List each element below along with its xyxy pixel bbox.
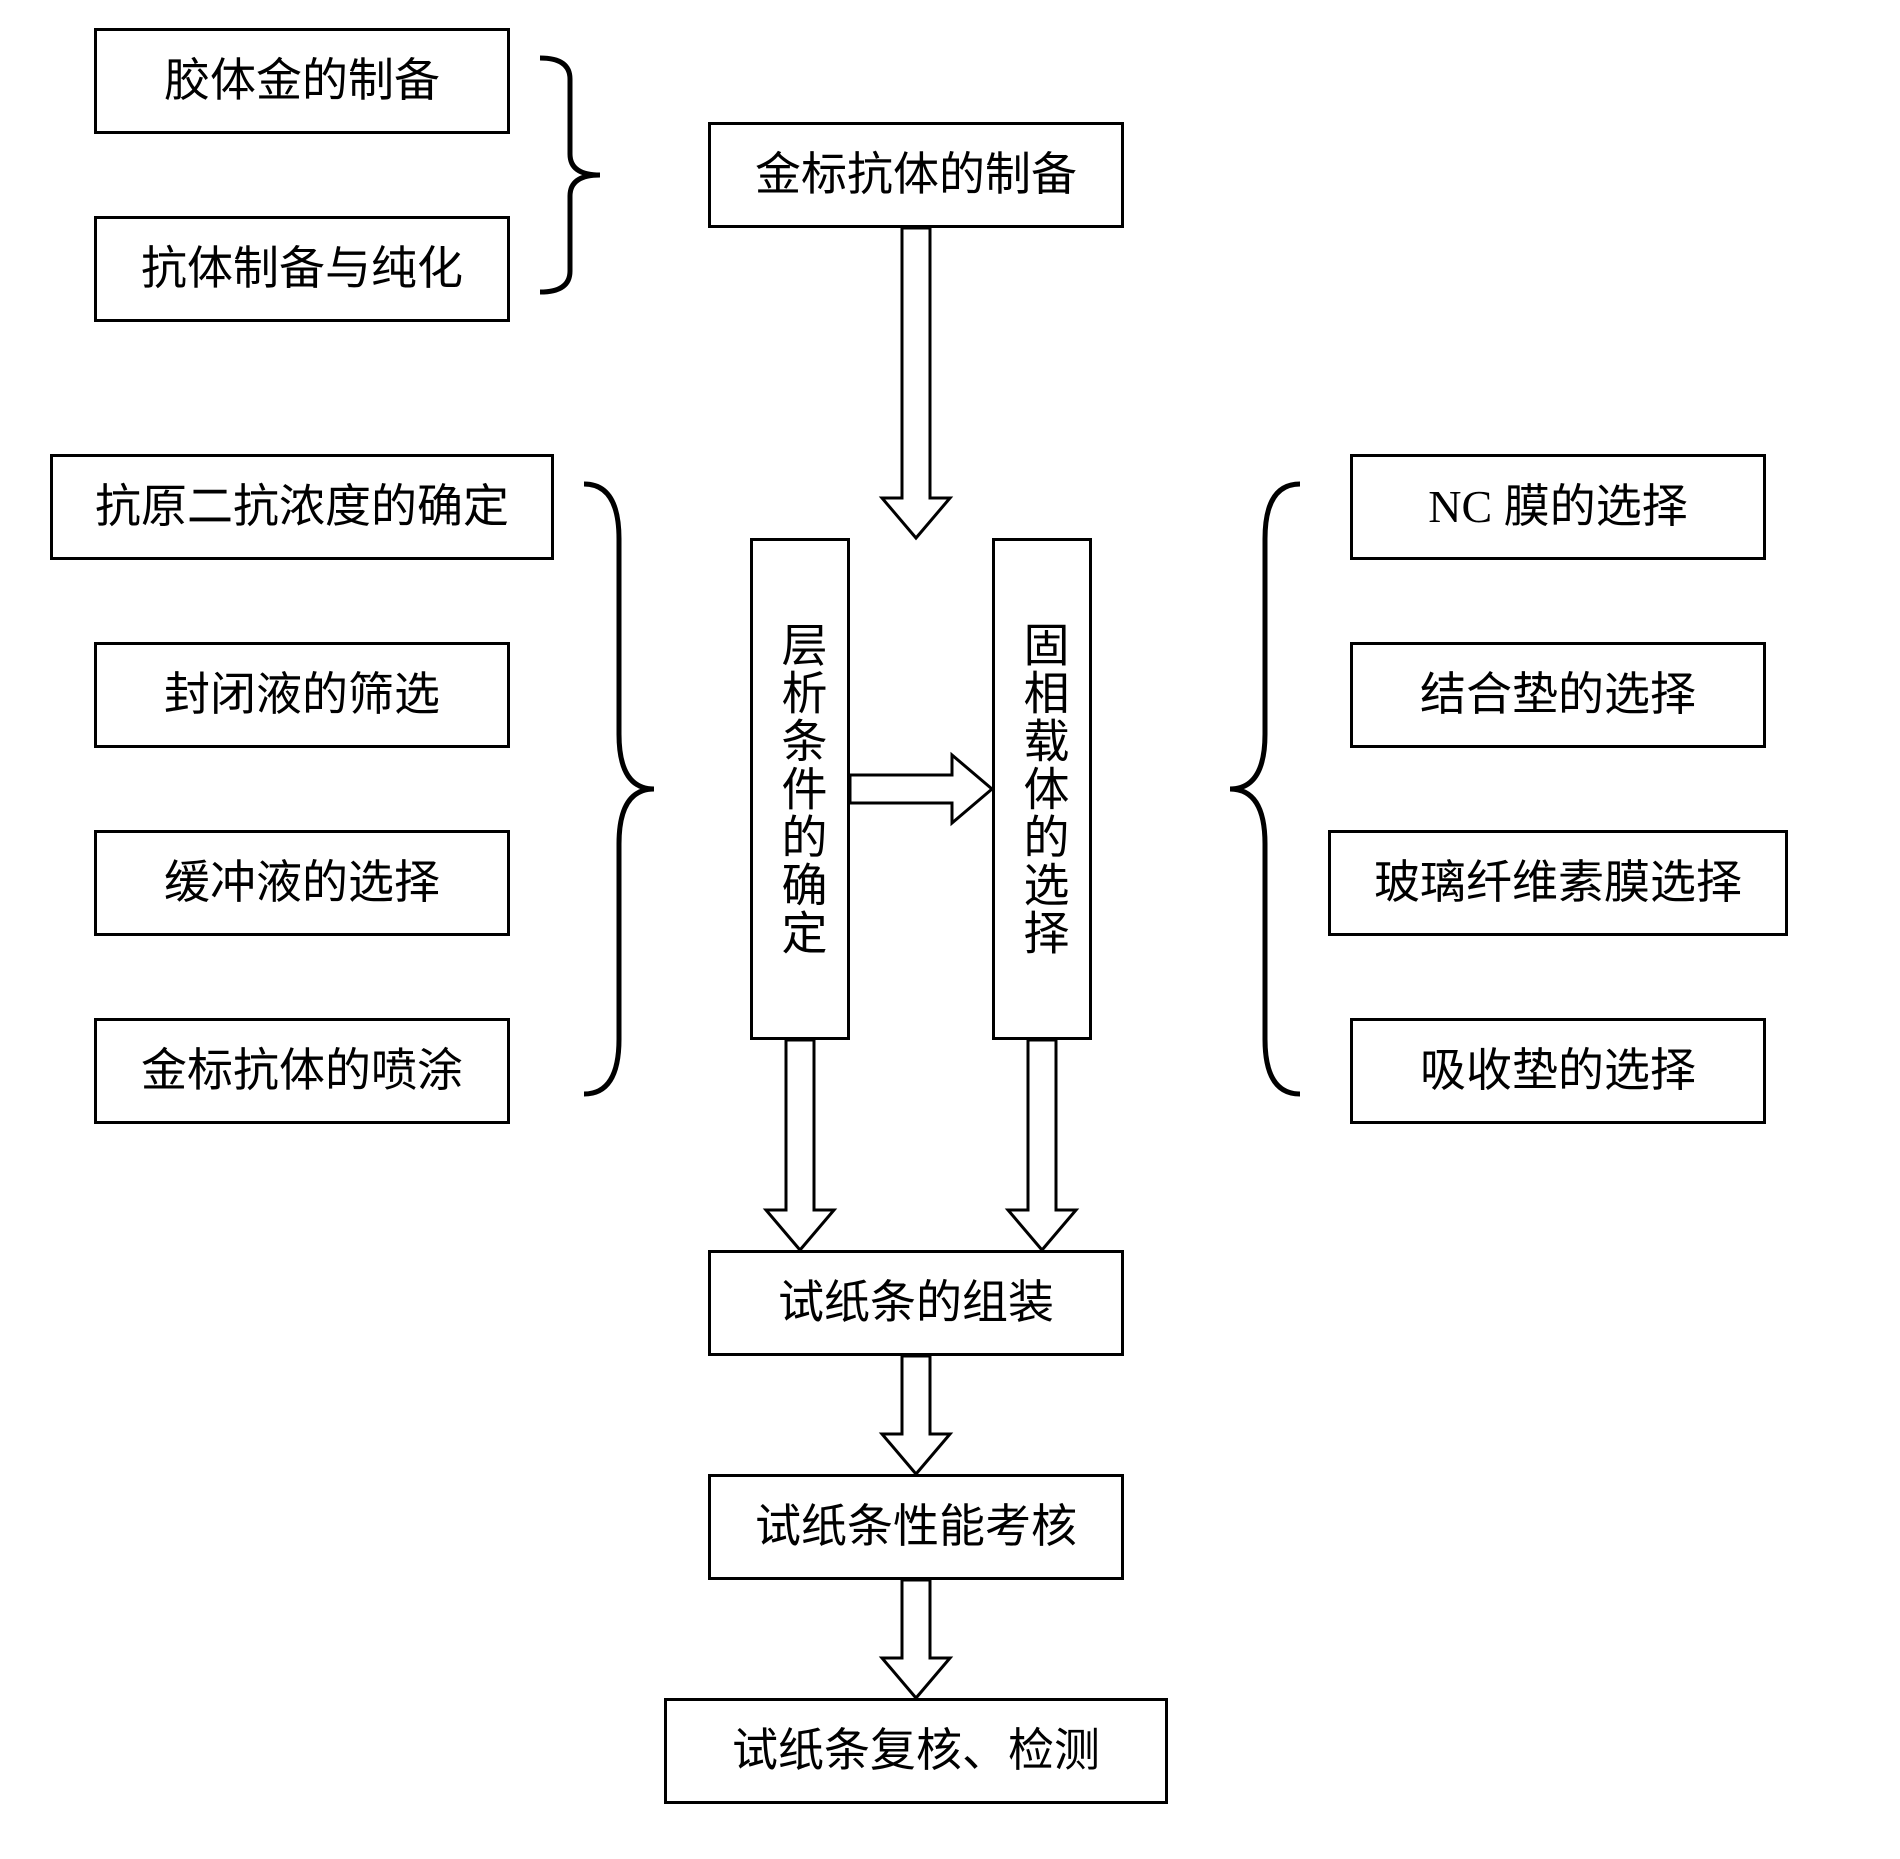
brace-mid-left bbox=[584, 484, 654, 1094]
node-prep_antibody: 抗体制备与纯化 bbox=[94, 216, 510, 322]
node-glass_fiber: 玻璃纤维素膜选择 bbox=[1328, 830, 1788, 936]
a5 bbox=[882, 1356, 950, 1474]
node-conc_determine: 抗原二抗浓度的确定 bbox=[50, 454, 554, 560]
a2 bbox=[850, 755, 992, 823]
node-blocking: 封闭液的筛选 bbox=[94, 642, 510, 748]
a3 bbox=[766, 1040, 834, 1250]
node-prep_gold: 胶体金的制备 bbox=[94, 28, 510, 134]
node-nc_membrane: NC 膜的选择 bbox=[1350, 454, 1766, 560]
node-assembly: 试纸条的组装 bbox=[708, 1250, 1124, 1356]
node-buffer: 缓冲液的选择 bbox=[94, 830, 510, 936]
a1 bbox=[882, 228, 950, 538]
node-conjugate_pad: 结合垫的选择 bbox=[1350, 642, 1766, 748]
node-chromatography: 层析条件的确定 bbox=[750, 538, 850, 1040]
brace-mid-right bbox=[1230, 484, 1300, 1094]
node-gold_labeled: 金标抗体的制备 bbox=[708, 122, 1124, 228]
node-spray: 金标抗体的喷涂 bbox=[94, 1018, 510, 1124]
brace-top-left bbox=[540, 58, 600, 292]
node-performance: 试纸条性能考核 bbox=[708, 1474, 1124, 1580]
node-solid_carrier: 固相载体的选择 bbox=[992, 538, 1092, 1040]
node-review: 试纸条复核、检测 bbox=[664, 1698, 1168, 1804]
a6 bbox=[882, 1580, 950, 1698]
a4 bbox=[1008, 1040, 1076, 1250]
node-absorb_pad: 吸收垫的选择 bbox=[1350, 1018, 1766, 1124]
